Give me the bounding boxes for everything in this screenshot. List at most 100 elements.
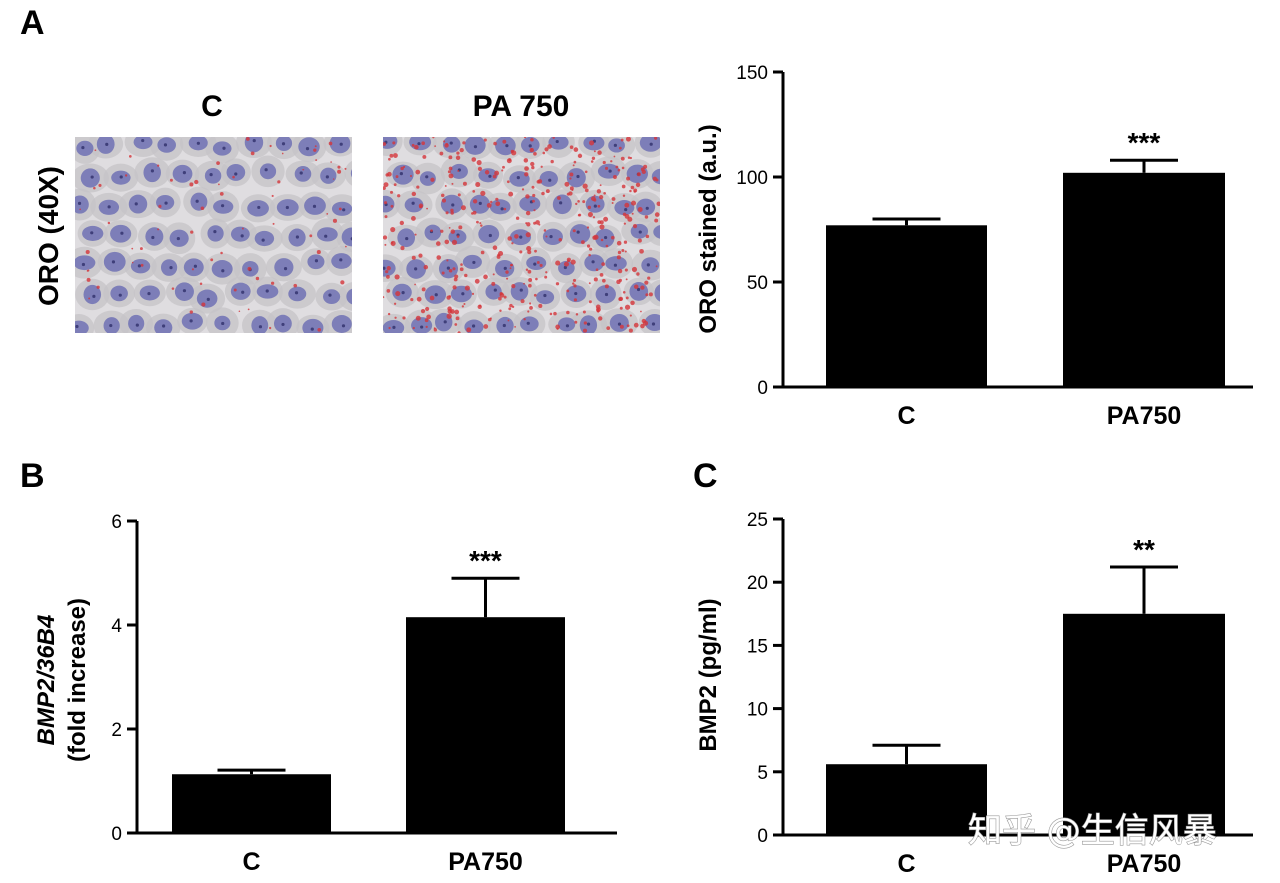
lipid-droplet [600,238,604,242]
lipid-droplet [530,161,535,167]
lipid-droplet [415,169,421,175]
lipid-droplet [454,309,460,315]
lipid-droplet [232,175,235,179]
nucleolus [417,142,421,146]
lipid-droplet [411,255,416,260]
cell-nucleus [183,258,204,277]
lipid-droplet [455,155,461,161]
lipid-droplet [383,142,387,146]
lipid-droplet [569,145,574,149]
lipid-droplet [448,155,453,160]
nucleolus [75,324,79,329]
lipid-droplet [573,160,577,164]
lipid-droplet [543,229,547,232]
lipid-droplet [87,269,90,272]
lipid-droplet [622,290,626,294]
lipid-droplet [383,235,388,240]
lipid-droplet [586,244,591,248]
nucleolus [314,259,319,263]
lipid-droplet [604,284,609,289]
lipid-droplet [459,147,464,153]
nucleolus [472,260,476,265]
y-tick-label: 0 [757,378,768,399]
lipid-droplet [85,249,90,255]
lipid-droplet [337,169,342,174]
lipid-droplet [272,222,275,225]
bar-pa750 [1063,613,1225,835]
cell-nucleus [636,198,656,216]
lipid-droplet [623,240,628,244]
nucleolus [234,172,238,176]
nucleolus [341,324,346,328]
lipid-droplet [616,255,621,260]
lipid-droplet [630,300,635,306]
nucleolus [221,321,225,326]
lipid-droplet [429,295,435,301]
lipid-droplet [332,218,338,223]
cell-nucleus [641,257,660,274]
nucleolus [411,201,415,205]
lipid-droplet [157,228,160,231]
lipid-droplet [599,224,605,230]
lipid-droplet [269,144,272,148]
lipid-droplet [623,222,626,225]
nucleolus [519,235,523,239]
cell-cytoplasm [344,160,352,186]
cell-nucleus [128,194,148,214]
category-label: C [897,850,915,878]
lipid-droplet [447,306,452,311]
lipid-droplet [525,210,531,216]
lipid-droplet [344,167,347,170]
lipid-droplet [509,267,512,270]
lipid-droplet [507,236,512,241]
lipid-droplet [630,185,635,190]
lipid-droplet [443,140,446,143]
lipid-droplet [314,145,317,148]
nucleolus [221,269,225,273]
cell-nucleus [644,314,660,331]
lipid-droplet [448,173,454,179]
lipid-droplet [563,261,570,267]
lipid-droplet [574,320,578,324]
cell-nucleus [383,195,395,213]
cell-nucleus [172,164,193,183]
lipid-droplet [533,221,537,225]
lipid-droplet [462,181,467,186]
lipid-droplet [487,317,492,322]
lipid-droplet [531,165,535,170]
lipid-droplet [528,283,532,288]
lipid-droplet [476,159,482,166]
lipid-droplet [647,276,651,280]
lipid-droplet [79,208,81,211]
lipid-droplet [340,280,345,285]
nucleolus [92,294,96,298]
lipid-droplet [593,277,598,282]
lipid-droplet [655,178,659,182]
lipid-droplet [526,246,532,252]
nucleolus [312,204,317,208]
lipid-droplet [415,315,421,321]
cell-nucleus [254,230,275,247]
y-tick-label: 2 [111,720,122,741]
nucleolus [505,144,509,148]
nucleolus [261,238,265,242]
nucleolus [604,292,609,297]
lipid-droplet [534,249,537,253]
lipid-droplet [582,310,586,314]
lipid-droplet [610,160,613,163]
lipid-droplet [315,159,318,161]
lipid-droplet [622,194,626,197]
nucleolus [478,201,482,205]
nucleolus [222,146,226,150]
micrograph-title-treated: PA 750 [473,90,570,123]
lipid-droplet [384,243,387,246]
lipid-droplet [577,153,583,159]
lipid-droplet [529,302,532,305]
lipid-droplet [655,265,658,268]
cell-cytoplasm [645,217,660,246]
lipid-droplet [457,331,461,333]
lipid-droplet [604,166,609,170]
lipid-droplet [200,206,205,211]
lipid-droplet [421,287,426,292]
